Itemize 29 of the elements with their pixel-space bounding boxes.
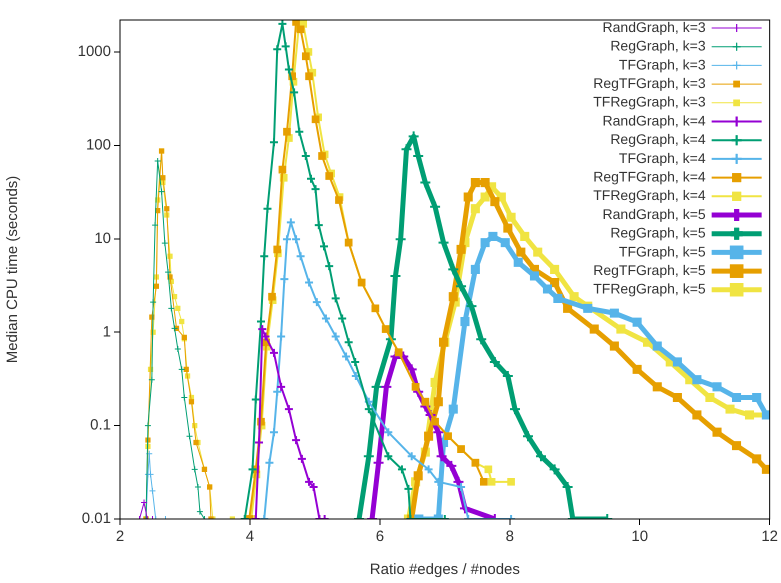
x-tick-label: 2 [116,528,124,546]
legend-label: RandGraph, k=5 [602,206,706,222]
x-tick-label: 12 [761,528,778,546]
y-tick-label: 0.01 [82,510,111,528]
x-tick-label: 4 [246,528,254,546]
y-tick-label: 100 [86,136,111,154]
x-tick-label: 8 [506,528,514,546]
legend-label: RandGraph, k=3 [602,18,706,35]
legend-label: TFRegGraph, k=3 [593,94,706,110]
legend-label: TFRegGraph, k=5 [593,280,706,297]
legend-label: RegGraph, k=5 [610,224,706,241]
y-tick-label: 1000 [78,43,111,60]
y-tick-label: 10 [94,230,111,247]
y-tick-label: 0.1 [90,416,111,434]
y-tick-label: 1 [102,323,111,340]
x-tick-label: 6 [376,528,384,546]
y-axis-title: Median CPU time (seconds) [4,176,22,364]
legend-label: TFGraph, k=5 [618,243,706,260]
legend-label: RandGraph, k=4 [602,112,706,128]
legend-label: RegTFGraph, k=3 [593,74,706,91]
legend-label: TFGraph, k=3 [618,56,706,72]
x-tick-label: 10 [631,528,648,546]
legend-label: RegTFGraph, k=5 [593,262,706,278]
x-axis-title: Ratio #edges / #nodes [370,561,520,578]
legend-label: RegGraph, k=3 [610,38,706,54]
legend-label: TFGraph, k=4 [618,150,706,166]
legend-label: RegTFGraph, k=4 [593,168,706,184]
legend-label: TFRegGraph, k=4 [593,187,706,204]
legend-label: RegGraph, k=4 [610,131,706,148]
